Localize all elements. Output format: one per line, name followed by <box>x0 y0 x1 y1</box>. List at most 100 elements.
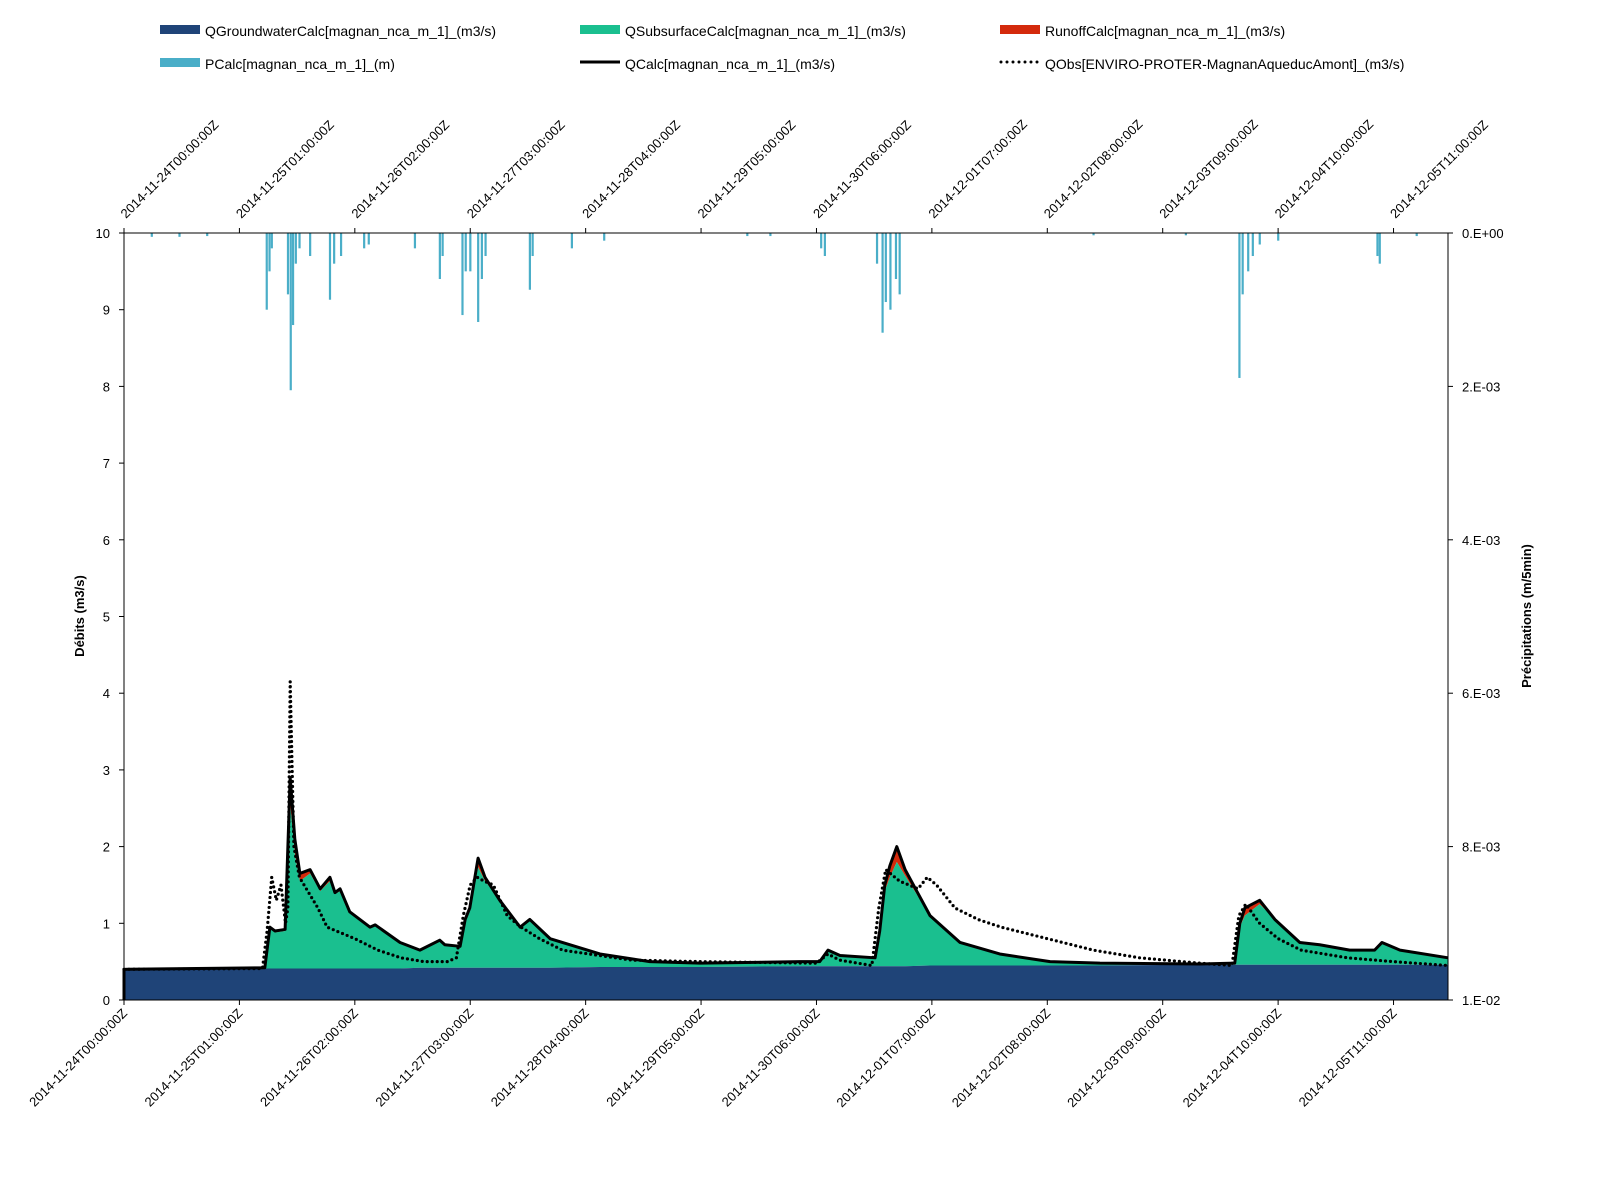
y-tick-label: 1 <box>103 916 110 931</box>
pcalc-bar <box>461 233 464 316</box>
pcalc-bar <box>441 233 444 257</box>
pcalc-bar <box>484 233 487 257</box>
pcalc-bar <box>1258 233 1261 245</box>
pcalc-bar <box>746 233 749 237</box>
pcalc-bar <box>363 233 366 249</box>
pcalc-bar <box>881 233 884 333</box>
pcalc-bar <box>1092 233 1095 236</box>
x-tick-label-bottom: 2014-12-04T10:00:00Z <box>1180 1005 1285 1110</box>
pcalc-bar <box>1376 233 1379 257</box>
pcalc-bar <box>820 233 823 249</box>
x-tick-label-top: 2014-11-27T03:00:00Z <box>464 117 568 221</box>
pcalc-bar <box>769 233 772 237</box>
pcalc-bar <box>1238 233 1241 378</box>
x-tick-label-top: 2014-11-24T00:00:00Z <box>118 117 222 221</box>
y-tick-label: 4 <box>103 686 110 701</box>
pcalc-bar <box>480 233 483 280</box>
pcalc-bar <box>270 233 273 249</box>
x-tick-label-bottom: 2014-11-24T00:00:00Z <box>26 1005 130 1109</box>
legend-label-groundwater: QGroundwaterCalc[magnan_nca_m_1]_(m3/s) <box>205 23 496 39</box>
pcalc-bar <box>898 233 901 295</box>
legend: QGroundwaterCalc[magnan_nca_m_1]_(m3/s) … <box>160 23 1404 72</box>
x-tick-label-top: 2014-11-25T01:00:00Z <box>233 117 337 221</box>
pcalc-bar <box>294 233 297 264</box>
pcalc-bar <box>178 233 181 237</box>
y2-tick-label: 4.E-03 <box>1462 533 1500 548</box>
y2-tick-label: 6.E-03 <box>1462 686 1500 701</box>
pcalc-bar <box>570 233 573 249</box>
pcalc-bar <box>1241 233 1244 295</box>
legend-label-runoff: RunoffCalc[magnan_nca_m_1]_(m3/s) <box>1045 23 1285 39</box>
pcalc-bar <box>528 233 531 290</box>
y-tick-label: 9 <box>103 303 110 318</box>
pcalc-bar <box>1247 233 1250 272</box>
x-tick-label-bottom: 2014-11-28T04:00:00Z <box>488 1005 592 1109</box>
pcalc-bar <box>333 233 336 264</box>
pcalc-bar <box>1378 233 1381 264</box>
pcalc-bar <box>289 233 292 391</box>
pcalc-bar <box>889 233 892 310</box>
x-tick-label-bottom: 2014-12-03T09:00:00Z <box>1064 1005 1169 1110</box>
legend-label-qcalc: QCalc[magnan_nca_m_1]_(m3/s) <box>625 56 835 72</box>
pcalc-bar <box>286 233 290 295</box>
y2-tick-label: 1.E-02 <box>1462 993 1500 1008</box>
y2-axis-label: Précipitations (m/5min) <box>1519 544 1534 688</box>
y-tick-label: 6 <box>103 533 110 548</box>
x-tick-label-top: 2014-11-30T06:00:00Z <box>810 117 914 221</box>
pcalc-bar <box>298 233 301 249</box>
pcalc-bar <box>1415 233 1418 237</box>
y2-tick-label: 0.E+00 <box>1462 226 1504 241</box>
pcalc-bar <box>884 233 887 303</box>
legend-label-qobs: QObs[ENVIRO-PROTER-MagnanAqueducAmont]_(… <box>1045 56 1404 72</box>
x-tick-label-bottom: 2014-11-25T01:00:00Z <box>142 1005 246 1109</box>
pcalc-bar <box>875 233 879 264</box>
legend-label-pcalc: PCalc[magnan_nca_m_1]_(m) <box>205 56 395 72</box>
pcalc-bar <box>339 233 343 257</box>
y-axis-label: Débits (m3/s) <box>72 575 87 657</box>
y-tick-label: 3 <box>103 763 110 778</box>
pcalc-bar <box>265 233 268 310</box>
x-tick-label-top: 2014-11-28T04:00:00Z <box>579 117 683 221</box>
y-tick-label: 10 <box>96 226 110 241</box>
x-tick-label-top: 2014-12-01T07:00:00Z <box>925 116 1030 221</box>
pcalc-bar <box>150 233 153 237</box>
x-tick-label-bottom: 2014-12-02T08:00:00Z <box>949 1005 1054 1110</box>
y-tick-label: 0 <box>103 993 110 1008</box>
pcalc-bar <box>477 233 480 322</box>
x-tick-label-top: 2014-12-05T11:00:00Z <box>1387 117 1491 221</box>
x-tick-label-bottom: 2014-11-26T02:00:00Z <box>257 1005 361 1109</box>
pcalc-bar <box>206 233 209 237</box>
x-tick-label-bottom: 2014-12-01T07:00:00Z <box>833 1005 938 1110</box>
legend-swatch-runoff <box>1000 25 1040 34</box>
pcalc-bar <box>894 233 898 280</box>
y2-tick-label: 2.E-03 <box>1462 379 1500 394</box>
x-tick-label-top: 2014-11-26T02:00:00Z <box>348 117 452 221</box>
legend-swatch-subsurface <box>580 25 620 34</box>
pcalc-bar <box>603 233 606 241</box>
legend-swatch-groundwater <box>160 25 200 34</box>
x-tick-label-top: 2014-11-29T05:00:00Z <box>695 117 799 221</box>
x-tick-label-bottom: 2014-11-29T05:00:00Z <box>603 1005 707 1109</box>
groundwater-area <box>124 964 1448 1000</box>
y2-tick-label: 8.E-03 <box>1462 840 1500 855</box>
pcalc-bar <box>309 233 312 257</box>
y-tick-label: 7 <box>103 456 110 471</box>
pcalc-bar <box>413 233 417 249</box>
pcalc-bar <box>469 233 472 272</box>
x-tick-label-top: 2014-12-02T08:00:00Z <box>1041 116 1146 221</box>
pcalc-bar <box>328 233 332 300</box>
x-tick-label-bottom: 2014-11-27T03:00:00Z <box>372 1005 476 1109</box>
x-tick-label-top: 2014-12-03T09:00:00Z <box>1156 116 1261 221</box>
pcalc-bar <box>291 233 295 326</box>
x-tick-label-top: 2014-12-04T10:00:00Z <box>1272 116 1377 221</box>
y-tick-label: 2 <box>103 840 110 855</box>
pcalc-bar <box>1184 233 1187 236</box>
qcalc-line <box>122 776 1449 1000</box>
pcalc-bar <box>823 233 826 257</box>
y-tick-label: 8 <box>103 379 110 394</box>
pcalc-bar <box>438 233 441 280</box>
pcalc-bar <box>1277 233 1280 241</box>
qobs-dotted-line <box>122 681 1450 971</box>
pcalc-bar <box>268 233 271 272</box>
